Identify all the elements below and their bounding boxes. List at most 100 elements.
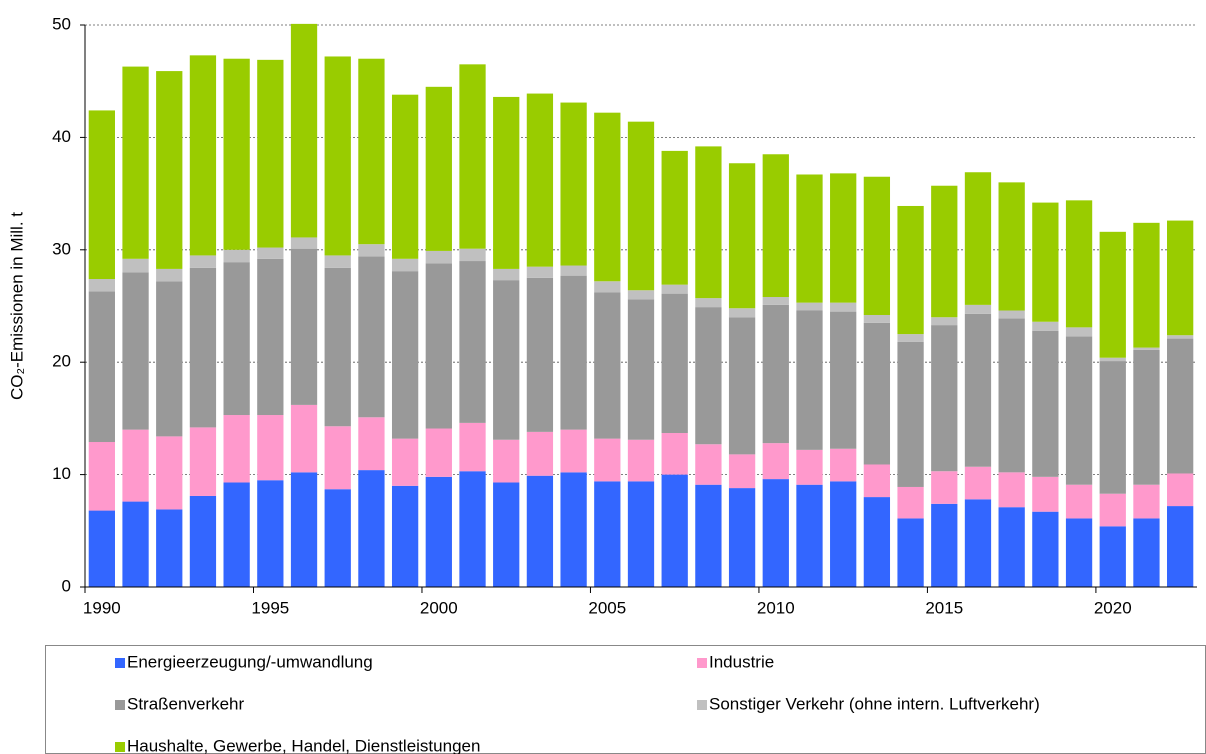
bar-segment xyxy=(830,311,857,449)
bar-segment xyxy=(695,307,722,445)
bar-segment xyxy=(560,429,587,473)
bar-segment xyxy=(324,426,351,490)
bar-segment xyxy=(998,507,1025,587)
bar-segment xyxy=(1065,200,1093,328)
bar-segment xyxy=(223,58,250,250)
bar-segment xyxy=(762,297,789,305)
bar-segment xyxy=(122,429,149,502)
x-tick-label: 2005 xyxy=(588,598,626,617)
y-tick-label: 20 xyxy=(52,352,71,371)
bar-segment xyxy=(122,501,149,587)
y-tick-label: 10 xyxy=(52,464,71,483)
x-tick-label: 2020 xyxy=(1094,598,1132,617)
bar-segment xyxy=(223,415,250,483)
bar-segment xyxy=(493,268,520,281)
bar-segment xyxy=(324,56,351,256)
bar-segment xyxy=(627,439,655,482)
bar-segment xyxy=(897,486,924,519)
bar-segment xyxy=(1167,506,1194,587)
bar-segment xyxy=(1133,222,1160,348)
bar-segment xyxy=(931,471,958,504)
bar-segment xyxy=(391,271,419,439)
x-tick-label: 2010 xyxy=(757,598,795,617)
bar-segment xyxy=(931,317,958,326)
bar-segment xyxy=(257,415,284,481)
bar-segment xyxy=(122,272,149,430)
bar-segment xyxy=(964,304,992,314)
legend-swatch xyxy=(697,658,707,668)
bar-segment xyxy=(526,475,554,587)
bar-segment xyxy=(257,247,284,259)
bar-segment xyxy=(156,436,183,510)
bar-segment xyxy=(88,442,115,511)
bar-segment xyxy=(998,472,1025,508)
bar-segment xyxy=(863,176,891,315)
bar-segment xyxy=(391,94,419,259)
bar-segment xyxy=(594,438,621,482)
x-tick-label: 2000 xyxy=(420,598,458,617)
bar-segment xyxy=(897,341,924,487)
bar-segment xyxy=(1065,518,1093,587)
bar-segment xyxy=(156,281,183,437)
bar-segment xyxy=(290,23,318,238)
bar-segment xyxy=(1133,349,1160,485)
bar-segment xyxy=(1065,336,1093,485)
bar-segment xyxy=(1099,231,1126,358)
bar-segment xyxy=(1099,526,1126,587)
bar-segment xyxy=(863,314,891,323)
bar-segment xyxy=(728,163,756,309)
bar-segment xyxy=(1065,484,1093,519)
bar-segment xyxy=(425,86,452,251)
bar-segment xyxy=(931,503,958,587)
bar-segment xyxy=(425,250,452,264)
bar-segment xyxy=(223,249,250,263)
bar-segment xyxy=(223,262,250,416)
bar-segment xyxy=(425,428,452,477)
bar-segment xyxy=(358,256,385,418)
bar-segment xyxy=(830,448,857,482)
bar-segment xyxy=(796,174,823,303)
bar-segment xyxy=(493,439,520,483)
bar-segment xyxy=(695,484,722,587)
bar-segment xyxy=(1099,357,1126,362)
bar-segment xyxy=(728,454,756,489)
legend-swatch xyxy=(697,700,707,710)
bar-segment xyxy=(627,481,655,587)
bar-segment xyxy=(1032,476,1059,512)
bar-segment xyxy=(425,263,452,429)
bar-segment xyxy=(324,489,351,587)
bar-segment xyxy=(459,64,486,249)
x-tick-label: 2015 xyxy=(925,598,963,617)
bar-segment xyxy=(728,317,756,455)
bar-segment xyxy=(526,266,554,278)
bar-segment xyxy=(728,488,756,587)
legend-swatch xyxy=(115,658,125,668)
bar-segment xyxy=(425,476,452,587)
bar-segment xyxy=(695,444,722,485)
bar-segment xyxy=(290,472,318,587)
bar-segment xyxy=(796,302,823,311)
bar-segment xyxy=(223,482,250,587)
bar-segment xyxy=(728,308,756,318)
bar-segment xyxy=(964,466,992,500)
bar-segment xyxy=(189,55,217,256)
bar-segment xyxy=(830,173,857,303)
bar-segment xyxy=(290,248,318,405)
bar-segment xyxy=(695,298,722,308)
bar-segment xyxy=(1167,220,1194,336)
bar-segment xyxy=(762,154,789,298)
bar-segment xyxy=(156,71,183,269)
bar-segment xyxy=(661,474,688,587)
bar-segment xyxy=(358,417,385,471)
bar-segment xyxy=(796,310,823,450)
bar-segment xyxy=(897,518,924,587)
bar-segment xyxy=(863,322,891,465)
bar-segment xyxy=(1032,321,1059,331)
bar-segment xyxy=(122,66,149,259)
bar-segment xyxy=(627,290,655,300)
legend-label: Industrie xyxy=(709,652,774,671)
bar-segment xyxy=(560,472,587,587)
bar-segment xyxy=(661,433,688,475)
bar-segment xyxy=(189,267,217,428)
